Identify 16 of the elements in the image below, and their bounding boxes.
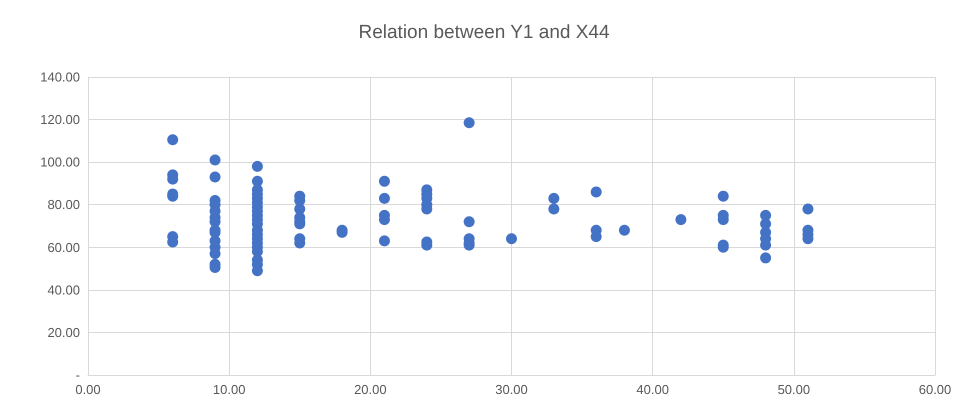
chart-title: Relation between Y1 and X44	[358, 22, 610, 43]
y-tick-label: 100.00	[40, 154, 80, 170]
x-tick-label: 40.00	[636, 382, 669, 397]
y-tick-label: 80.00	[47, 197, 80, 212]
x-tick-label: 60.00	[918, 382, 952, 397]
y-tick-label: -	[76, 368, 80, 382]
x-tick-label: 0.00	[75, 382, 101, 397]
x-tick-label: 10.00	[212, 382, 246, 397]
y-tick-label: 140.00	[40, 70, 80, 84]
y-tick-label: 20.00	[47, 324, 80, 340]
y-tick-label: 40.00	[47, 282, 80, 298]
x-tick-label: 30.00	[495, 382, 528, 397]
x-tick-label: 20.00	[354, 382, 387, 397]
y-tick-label: 120.00	[40, 112, 80, 128]
y-tick-label: 60.00	[47, 240, 80, 255]
x-tick-label: 50.00	[778, 382, 810, 397]
